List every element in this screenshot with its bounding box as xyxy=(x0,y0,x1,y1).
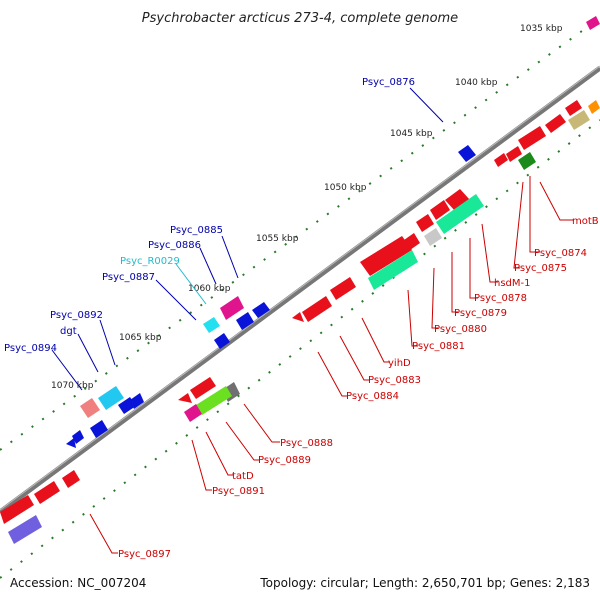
gene-blue-b xyxy=(130,393,144,409)
gene-label: yihD xyxy=(388,358,411,369)
genome-backbone-highlight xyxy=(0,65,600,511)
gene-psyc-0874 xyxy=(518,152,536,170)
gene-red-4 xyxy=(494,153,508,167)
gene-red-9 xyxy=(0,495,34,524)
gene-yihd xyxy=(404,233,420,250)
gene-label: Psyc_0887 xyxy=(102,272,155,283)
gene-psyc-r0029 xyxy=(203,317,220,333)
gene-label: dgt xyxy=(60,326,77,337)
gene-psyc-0891 xyxy=(178,393,192,403)
inner-tick-track xyxy=(0,119,600,579)
gene-tatd xyxy=(184,404,202,422)
gene-motb xyxy=(506,146,522,162)
gene-labels: Psyc_0876 Psyc_0885 Psyc_0886 Psyc_R0029… xyxy=(4,77,599,560)
scale-ticks: 1035 kbp 1040 kbp 1045 kbp 1050 kbp 1055… xyxy=(51,24,563,391)
gene-psyc-0884 xyxy=(330,277,356,300)
tick-label: 1035 kbp xyxy=(520,24,563,34)
gene-label: Psyc_0879 xyxy=(454,308,507,319)
gene-label: Psyc_0894 xyxy=(4,343,57,354)
gene-label: Psyc_0875 xyxy=(514,263,567,274)
gene-label: Psyc_0880 xyxy=(434,324,487,335)
gene-psyc-0883 xyxy=(368,250,418,290)
gene-label: Psyc_0874 xyxy=(534,248,587,259)
gene-psyc-0892 xyxy=(98,386,124,410)
gene-psyc-0878 xyxy=(416,214,434,232)
gene-psyc-0886 xyxy=(236,312,254,330)
gene-red-3 xyxy=(518,126,546,150)
gene-psyc-0894 xyxy=(66,438,76,448)
gene-psyc-0887 xyxy=(214,333,230,349)
gene-label: Psyc_0883 xyxy=(368,375,421,386)
gene-orange xyxy=(588,100,600,114)
tick-label: 1050 kbp xyxy=(324,183,367,193)
gene-psyc-0886b xyxy=(252,302,270,318)
accession-text: Accession: NC_007204 xyxy=(10,576,147,590)
forward-genes xyxy=(66,16,600,448)
gene-red-7 xyxy=(62,470,80,488)
gene-label: Psyc_0888 xyxy=(280,438,333,449)
gene-label: Psyc_0892 xyxy=(50,310,103,321)
gene-red-1 xyxy=(565,100,582,116)
genome-backbone xyxy=(0,65,600,515)
gene-label: Psyc_0876 xyxy=(362,77,415,88)
tick-label: 1065 kbp xyxy=(119,333,162,343)
map-title: Psychrobacter arcticus 273-4, complete g… xyxy=(142,11,458,26)
tick-label: 1045 kbp xyxy=(390,129,433,139)
gene-psyc-0880 xyxy=(424,228,442,246)
tick-label: 1060 kbp xyxy=(188,284,231,294)
gene-label: motB xyxy=(572,216,599,227)
tick-label: 1070 kbp xyxy=(51,381,94,391)
gene-psyc-0889 xyxy=(196,386,232,415)
tick-label: 1055 kbp xyxy=(256,234,299,244)
gene-blue-d xyxy=(72,430,84,444)
gene-label: tatD xyxy=(232,471,254,482)
gene-red-2 xyxy=(545,114,566,133)
gene-psyc-0879 xyxy=(436,194,484,234)
gene-label: Psyc_0881 xyxy=(412,341,465,352)
gene-red-6 xyxy=(292,312,304,322)
gene-label: Psyc_0878 xyxy=(474,293,527,304)
reverse-genes xyxy=(0,100,600,544)
gene-label: Psyc_R0029 xyxy=(120,256,180,267)
gene-psyc-0897 xyxy=(8,515,42,544)
gene-red-5 xyxy=(302,296,332,322)
gene-label: hsdM-1 xyxy=(494,278,531,289)
gene-blue-c xyxy=(90,420,108,438)
tick-label: 1040 kbp xyxy=(455,78,498,88)
gene-label: Psyc_0886 xyxy=(148,240,201,251)
gene-khaki xyxy=(568,110,590,130)
topology-text: Topology: circular; Length: 2,650,701 bp… xyxy=(260,576,590,590)
gene-psyc-0885 xyxy=(220,296,244,320)
gene-psyc-0875 xyxy=(445,189,470,211)
gene-psyc-0881 xyxy=(360,236,412,276)
gene-label: Psyc_0889 xyxy=(258,455,311,466)
gene-pink xyxy=(586,16,600,30)
callout-lines xyxy=(51,87,574,554)
gene-dgt xyxy=(80,398,100,418)
gene-label: Psyc_0885 xyxy=(170,225,223,236)
gene-red-8 xyxy=(34,481,60,504)
gene-hsdm1 xyxy=(430,200,450,220)
gene-psyc-0888 xyxy=(190,377,216,399)
gene-label: Psyc_0891 xyxy=(212,486,265,497)
gene-label: Psyc_0897 xyxy=(118,549,171,560)
gene-psyc-0876 xyxy=(458,145,476,162)
gene-label: Psyc_0884 xyxy=(346,391,399,402)
